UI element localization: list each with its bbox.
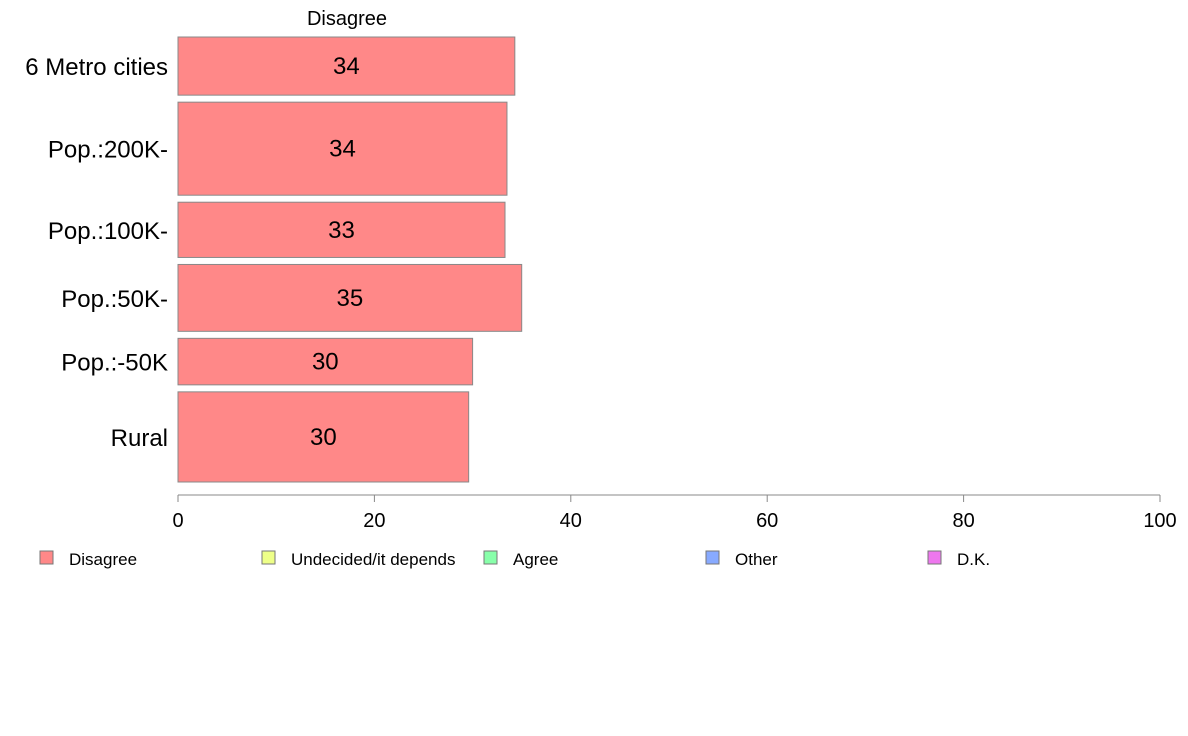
legend-swatch bbox=[39, 550, 54, 565]
x-tick-label: 0 bbox=[172, 510, 183, 532]
bar-value-label: 33 bbox=[328, 217, 355, 244]
legend-label: Other bbox=[735, 550, 778, 569]
bar-value-label: 34 bbox=[333, 53, 360, 80]
category-label: Pop.:50K- bbox=[61, 286, 168, 313]
x-tick-label: 100 bbox=[1143, 510, 1176, 532]
bar-area: 34 6 Metro cities 34 Pop.:200K- 33 Pop.:100K-… bbox=[25, 36, 523, 483]
bar bbox=[177, 391, 470, 483]
legend-label: Disagree bbox=[69, 550, 137, 569]
x-axis: 0 20 40 60 80 100 bbox=[172, 494, 1177, 532]
bar bbox=[177, 36, 516, 96]
legend-swatch bbox=[261, 550, 276, 565]
bar bbox=[177, 201, 506, 258]
bar-value-label: 35 bbox=[336, 285, 363, 312]
bar-value-label: 30 bbox=[312, 349, 339, 376]
legend-swatch bbox=[483, 550, 498, 565]
bar bbox=[177, 101, 508, 196]
legend-label: D.K. bbox=[957, 550, 990, 569]
bar bbox=[177, 263, 523, 332]
x-tick-label: 20 bbox=[363, 510, 385, 532]
category-label: Rural bbox=[111, 425, 168, 452]
chart-title: Disagree bbox=[307, 8, 387, 30]
x-tick-label: 80 bbox=[952, 510, 974, 532]
legend-label: Undecided/it depends bbox=[291, 550, 455, 569]
bar-value-label: 34 bbox=[329, 136, 356, 163]
legend-label: Agree bbox=[513, 550, 558, 569]
legend-swatch bbox=[705, 550, 720, 565]
category-label: Pop.:200K- bbox=[48, 137, 168, 164]
bar-value-label: 30 bbox=[310, 424, 337, 451]
bar bbox=[177, 337, 474, 386]
legend-swatch bbox=[927, 550, 942, 565]
legend: Disagree Undecided/it depends Agree Other D.… bbox=[39, 550, 990, 569]
x-tick-label: 40 bbox=[560, 510, 582, 532]
category-label: Pop.:-50K bbox=[61, 350, 168, 377]
x-tick-label: 60 bbox=[756, 510, 778, 532]
category-label: Pop.:100K- bbox=[48, 218, 168, 245]
category-label: 6 Metro cities bbox=[25, 54, 168, 81]
